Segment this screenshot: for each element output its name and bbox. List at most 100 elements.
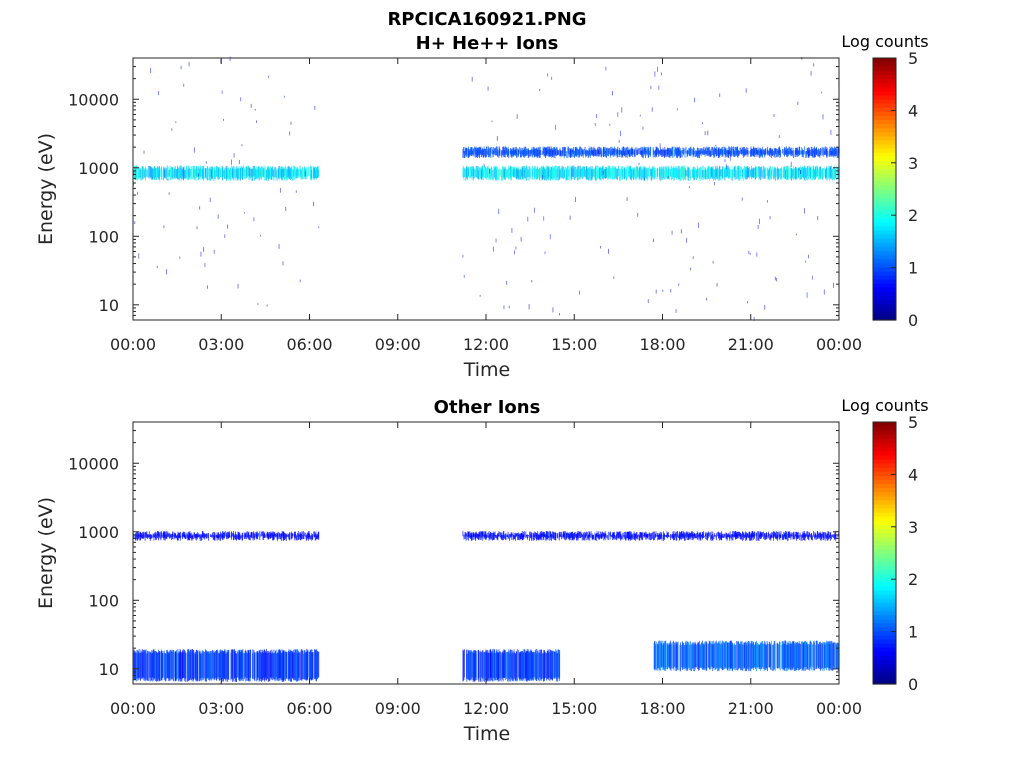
spectrogram-cell <box>235 650 236 682</box>
spectrogram-cell <box>802 531 804 537</box>
spectrogram-cell <box>525 535 527 539</box>
spectrogram-cell <box>303 532 305 537</box>
spectrogram-cell <box>800 534 802 541</box>
spectrogram-cell <box>636 147 638 156</box>
spectrogram-cell <box>170 167 171 181</box>
spectrogram-cell <box>759 170 761 178</box>
spectrogram-cell <box>757 225 759 230</box>
spectrogram-cell <box>836 642 838 669</box>
spectrogram-cell <box>582 534 584 537</box>
x-tick-label: 15:00 <box>551 335 597 354</box>
spectrogram-cell <box>680 229 682 234</box>
spectrogram-cell <box>176 652 178 679</box>
spectrogram-cell <box>644 532 646 537</box>
spectrogram-cell <box>172 534 174 537</box>
spectrogram-cell <box>278 244 280 249</box>
spectrogram-cell <box>757 166 759 177</box>
spectrogram-cell <box>478 652 480 678</box>
spectrogram-cell <box>570 532 572 539</box>
spectrogram-cell <box>245 532 247 540</box>
spectrogram-cell <box>163 225 165 229</box>
spectrogram-cell <box>207 533 209 538</box>
spectrogram-cell <box>831 641 833 671</box>
spectrogram-cell <box>590 531 592 538</box>
spectrogram-cell <box>275 170 277 178</box>
spectrogram-cell <box>248 167 250 177</box>
spectrogram-cell <box>217 653 219 680</box>
spectrogram-cell <box>689 533 690 538</box>
spectrogram-cell <box>605 533 607 538</box>
spectrogram-cell <box>263 168 265 178</box>
colorbar-tick-label: 5 <box>908 413 918 432</box>
spectrogram-cell <box>791 150 793 156</box>
spectrogram-cell <box>659 143 661 148</box>
spectrogram-cell <box>515 246 517 250</box>
spectrogram-cell <box>233 153 235 158</box>
colorbar-tick-label: 2 <box>908 570 918 589</box>
spectrogram-cell <box>794 535 796 539</box>
spectrogram-cell <box>498 168 500 180</box>
spectrogram-cell <box>773 148 775 155</box>
spectrogram-cell <box>486 532 488 537</box>
spectrogram-cell <box>711 643 713 667</box>
spectrogram-cell <box>209 197 211 203</box>
spectrogram-cell <box>552 531 554 539</box>
spectrogram-cell <box>552 307 554 313</box>
spectrogram-cell <box>292 533 294 537</box>
spectrogram-cell <box>729 155 731 161</box>
spectrogram-cell <box>724 167 726 177</box>
spectrogram-cell <box>567 166 569 178</box>
colorbar-segment <box>873 467 896 472</box>
spectrogram-cell <box>760 166 762 177</box>
spectrogram-cell <box>822 641 824 672</box>
spectrogram-cell <box>497 146 499 157</box>
spectrogram-cell <box>143 650 145 679</box>
spectrogram-cell <box>168 192 170 195</box>
spectrogram-cell <box>800 535 802 537</box>
spectrogram-cell <box>672 641 674 669</box>
spectrogram-cell <box>171 167 173 180</box>
spectrogram-cell <box>207 169 209 177</box>
spectrogram-cell <box>662 168 664 180</box>
colorbar-segment <box>873 528 896 534</box>
spectrogram-cell <box>662 147 664 157</box>
spectrogram-cell <box>595 150 597 157</box>
panel-h-he-ions: H+ He++ Ions 00:00 03:00 06:00 09:00 12:00 15… <box>35 32 929 381</box>
spectrogram-cell <box>479 150 480 159</box>
spectrogram-cell <box>735 644 737 669</box>
colorbar-segment <box>873 651 896 656</box>
colorbar-segment <box>873 94 896 100</box>
spectrogram-cell <box>752 167 754 178</box>
colorbar-segment <box>873 103 896 108</box>
spectrogram-cell <box>499 651 501 678</box>
spectrogram-cell <box>572 149 574 152</box>
spectrogram-cell <box>714 643 716 670</box>
spectrogram-cell <box>541 649 543 681</box>
spectrogram-cell <box>833 642 835 669</box>
spectrogram-cell <box>639 147 641 155</box>
spectrogram-cell <box>505 652 507 679</box>
spectrogram-cell <box>198 535 200 538</box>
spectrogram-cell <box>786 532 788 540</box>
spectrogram-cell <box>468 167 470 177</box>
spectrogram-cell <box>471 652 473 678</box>
spectrogram-cell <box>831 535 832 540</box>
spectrogram-cell <box>704 131 706 136</box>
spectrogram-cell <box>544 535 546 541</box>
spectrogram-cell <box>696 645 697 668</box>
spectrogram-cell <box>171 652 173 679</box>
spectrogram-cell <box>661 149 663 157</box>
spectrogram-cell <box>169 649 171 678</box>
spectrogram-cell <box>535 148 537 157</box>
spectrogram-cell <box>634 167 636 180</box>
spectrogram-cell <box>187 168 189 179</box>
spectrogram-cell <box>533 207 535 213</box>
colorbar-segment <box>873 119 896 125</box>
spectrogram-cell <box>231 165 233 178</box>
spectrogram-cell <box>825 146 826 155</box>
spectrogram-cell <box>766 167 768 177</box>
spectrogram-cell <box>538 649 540 682</box>
spectrogram-cell <box>555 124 557 130</box>
colorbar-segment <box>873 258 896 264</box>
